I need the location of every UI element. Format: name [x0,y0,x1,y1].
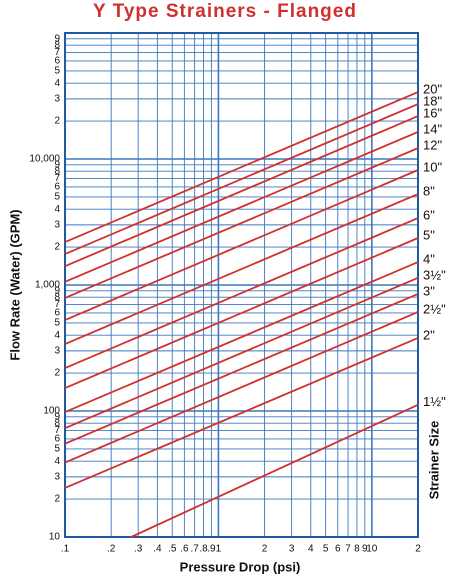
legend-label: 10" [423,159,442,174]
legend-label: 18" [423,93,442,108]
y-tick-label: 5 [54,192,60,203]
x-tick-label: 4 [308,544,314,555]
y-tick-label: 4 [54,78,60,89]
y-tick-label: 9 [54,33,60,44]
x-tick-label: 1 [216,544,222,555]
y-tick-label: 6 [54,434,60,445]
series-line [64,91,419,243]
legend-label: 8" [423,183,435,198]
legend-label: 2½" [423,301,446,316]
x-tick-label: .3 [134,544,143,555]
y-axis-label: Flow Rate (Water) (GPM) [7,209,22,360]
y-tick-label: 10,000 [29,154,60,165]
y-tick-label: 4 [54,330,60,341]
legend-label: 2" [423,327,435,342]
series-line [64,237,419,389]
y-tick-label: 1,000 [35,280,60,291]
y-tick-label: 3 [54,472,60,483]
y-tick-label: 7 [54,425,60,436]
legend-label: 4" [423,252,435,267]
x-tick-label: .1 [61,544,70,555]
y-tick-label: 5 [54,444,60,455]
x-tick-label: .6 [180,544,189,555]
legend-label: 20" [423,81,442,96]
x-tick-label: 9 [362,544,368,555]
y-tick-label: 6 [54,182,60,193]
series-line [64,277,419,430]
y-tick-label: 100 [43,406,60,417]
x-tick-label: 8 [354,544,360,555]
legend-label: 6" [423,207,435,222]
x-axis-label: Pressure Drop (psi) [180,559,301,574]
y-tick-label: 9 [54,285,60,296]
x-tick-label: 7 [345,544,351,555]
series-line [64,261,419,413]
y-tick-label: 9 [54,411,60,422]
series-line [64,131,419,283]
series-line [64,293,419,445]
series-line [64,147,419,299]
x-tick-label: .2 [107,544,116,555]
y-tick-label: 8 [54,418,60,429]
legend-label: 1½" [423,394,446,409]
x-tick-label: .9 [207,544,216,555]
x-tick-label: .8 [199,544,208,555]
y-tick-label: 2 [54,242,60,253]
y-tick-label: 8 [54,292,60,303]
x-tick-label: 10 [366,544,378,555]
plot-border [64,32,419,538]
y-tick-label: 2 [54,494,60,505]
series-line [64,217,419,369]
y-tick-label: 5 [54,66,60,77]
y-tick-label: 3 [54,220,60,231]
legend-label: 3½" [423,267,446,282]
series-line [64,115,419,268]
x-tick-label: 3 [289,544,295,555]
series-line [64,169,419,321]
y-tick-label: 3 [54,346,60,357]
y-tick-label: 6 [54,56,60,67]
y-tick-label: 3 [54,94,60,105]
chart-title: Y Type Strainers - Flanged [93,1,357,22]
legend-label: 3" [423,283,435,298]
x-tick-label: 5 [323,544,329,555]
y-tick-label: 8 [54,166,60,177]
series-line [64,103,419,255]
y-tick-label: 5 [54,318,60,329]
y-tick-label: 9 [54,159,60,170]
y-tick-label: 6 [54,308,60,319]
x-tick-label: .4 [153,544,162,555]
legend-label: 14" [423,121,442,136]
legend-label: 12" [423,138,442,153]
y-tick-label: 2 [54,368,60,379]
y-tick-label: 8 [54,40,60,51]
x-tick-label: .7 [190,544,199,555]
legend-label: 5" [423,227,435,242]
x-tick-label: 6 [335,544,341,555]
legend-title: Strainer Size [426,421,441,500]
series-line [64,193,419,345]
series-line [64,311,419,464]
x-tick-label: 2 [262,544,268,555]
y-tick-label: 4 [54,204,60,215]
y-tick-label: 4 [54,456,60,467]
y-tick-label: 7 [54,47,60,58]
series-line [130,403,419,538]
x-tick-label: .5 [168,544,177,555]
y-tick-label: 7 [54,299,60,310]
legend-label: 16" [423,106,442,121]
series-line [64,337,419,489]
x-tick-label: 2 [415,544,421,555]
y-tick-label: 10 [49,532,61,543]
y-tick-label: 2 [54,116,60,127]
y-tick-label: 7 [54,173,60,184]
